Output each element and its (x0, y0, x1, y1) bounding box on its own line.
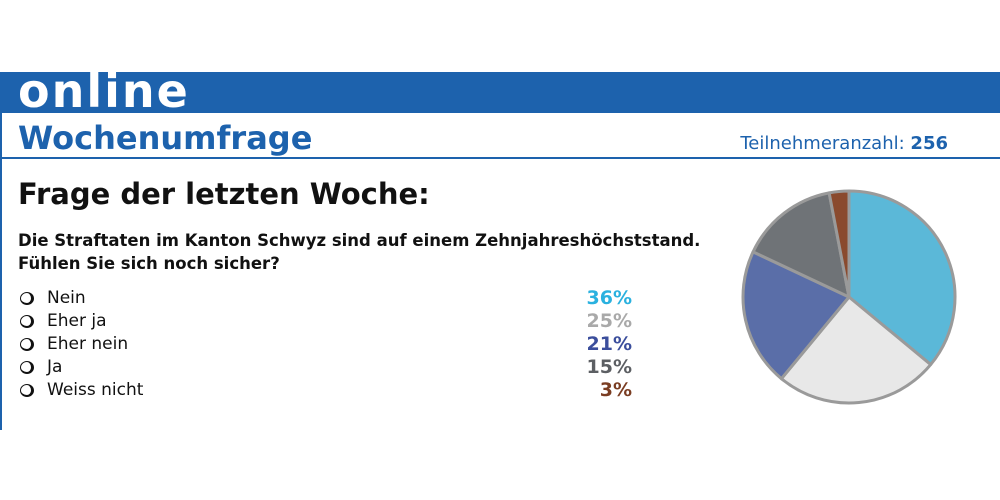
radio-circle-icon (20, 292, 34, 305)
question-line-2: Fühlen Sie sich noch sicher? (18, 254, 280, 273)
question-text: Die Straftaten im Kanton Schwyz sind auf… (18, 229, 701, 275)
answer-percentage: 3% (599, 379, 632, 401)
answer-label: Weiss nicht (47, 380, 144, 400)
answer-row: Eher ja 25% (18, 310, 632, 333)
answer-label: Ja (47, 357, 63, 377)
page-title: Wochenumfrage (18, 119, 313, 157)
answer-row: Eher nein 21% (18, 333, 632, 356)
answer-row: Nein 36% (18, 287, 632, 310)
answer-percentage: 21% (586, 333, 632, 355)
left-border (0, 113, 2, 430)
pie-chart (738, 186, 960, 408)
answer-label: Eher nein (47, 334, 129, 354)
pie-slice-nein (847, 189, 957, 367)
pie-slice-weiss-nicht (827, 189, 851, 299)
brand-online: online (18, 64, 190, 118)
header-band (0, 72, 1000, 113)
participant-count: Teilnehmeranzahl: 256 (740, 133, 948, 155)
participant-label: Teilnehmeranzahl: (740, 133, 905, 154)
participant-number: 256 (910, 133, 948, 154)
answer-label: Eher ja (47, 311, 107, 331)
question-heading: Frage der letzten Woche: (18, 177, 430, 211)
radio-circle-icon (20, 384, 34, 397)
header-divider (0, 157, 1000, 159)
answer-row: Ja 15% (18, 356, 632, 379)
pie-slice-eher-nein (741, 250, 851, 381)
radio-circle-icon (20, 338, 34, 351)
question-line-1: Die Straftaten im Kanton Schwyz sind auf… (18, 231, 701, 250)
answer-list: Nein 36% Eher ja 25% Eher nein 21% Ja 15… (18, 287, 632, 402)
pie-slice-ja (751, 191, 851, 299)
answer-label: Nein (47, 288, 86, 308)
answer-row: Weiss nicht 3% (18, 379, 632, 402)
answer-percentage: 25% (586, 310, 632, 332)
pie-chart-svg (741, 189, 957, 405)
answer-percentage: 36% (586, 287, 632, 309)
answer-percentage: 15% (586, 356, 632, 378)
radio-circle-icon (20, 361, 34, 374)
radio-circle-icon (20, 315, 34, 328)
pie-slice-eher-ja (779, 295, 933, 405)
